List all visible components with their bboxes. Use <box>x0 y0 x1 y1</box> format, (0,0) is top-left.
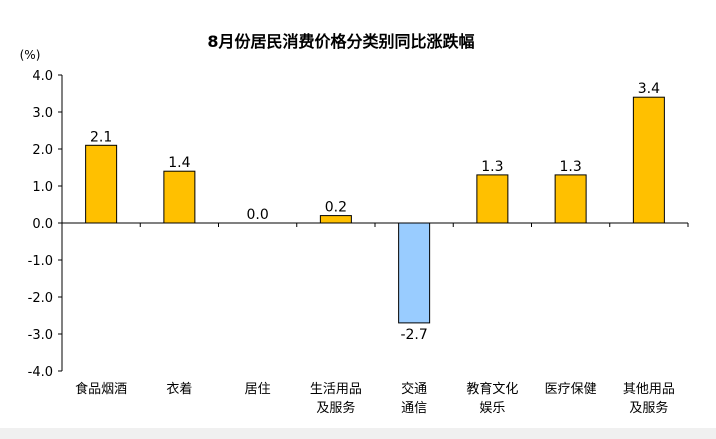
x-category-label: 衣着 <box>166 381 192 397</box>
data-label: 1.4 <box>168 155 190 171</box>
y-tick-label: 2.0 <box>32 143 53 158</box>
y-tick-label: 4.0 <box>32 69 53 84</box>
bar <box>632 96 665 224</box>
y-tick-label: 0.0 <box>32 217 53 232</box>
x-category-label: 医疗保健 <box>545 382 597 397</box>
bar <box>476 174 509 224</box>
x-category-label: 及服务 <box>316 400 355 416</box>
x-category-label: 娱乐 <box>479 401 505 416</box>
chart-title: 8月份居民消费价格分类别同比涨跌幅 <box>207 32 474 51</box>
x-category-label: 教育文化 <box>466 381 518 397</box>
y-tick-label: -3.0 <box>28 328 53 343</box>
x-category-label: 其他用品 <box>623 382 675 397</box>
y-tick-label: 1.0 <box>32 180 53 195</box>
bottom-strip <box>0 428 716 439</box>
data-label: 0.0 <box>246 207 268 223</box>
x-category-label: 交通 <box>401 381 427 397</box>
plot-area: 4.0 3.0 2.0 1.0 0.0 -1.0 -2.0 -3.0 -4.0 2.1 食品烟酒 1.… <box>28 69 689 416</box>
data-label: 0.2 <box>325 200 347 216</box>
y-tick-label: -1.0 <box>28 254 53 269</box>
data-label: 3.4 <box>638 81 660 97</box>
x-category-label: 通信 <box>401 401 427 416</box>
x-category-label: 生活用品 <box>310 382 362 397</box>
bar <box>85 144 118 224</box>
bar <box>398 222 431 324</box>
data-label: 1.3 <box>559 159 581 175</box>
data-label: -2.7 <box>400 327 427 343</box>
y-tick-label: 3.0 <box>32 106 53 121</box>
y-axis-unit-label: (%) <box>20 48 41 62</box>
bar <box>319 215 352 224</box>
data-label: 1.3 <box>481 159 503 175</box>
x-category-label: 居住 <box>245 382 271 397</box>
x-category-label: 食品烟酒 <box>75 381 127 397</box>
data-label: 2.1 <box>90 129 112 145</box>
bar <box>163 170 196 224</box>
y-tick-label: -4.0 <box>28 365 53 380</box>
y-tick-label: -2.0 <box>28 291 53 306</box>
x-category-label: 及服务 <box>629 400 668 416</box>
bar <box>554 174 587 224</box>
